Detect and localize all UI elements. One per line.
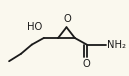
Text: O: O — [63, 14, 71, 24]
Text: O: O — [83, 59, 91, 69]
Text: HO: HO — [27, 22, 42, 32]
Text: NH₂: NH₂ — [107, 40, 126, 50]
